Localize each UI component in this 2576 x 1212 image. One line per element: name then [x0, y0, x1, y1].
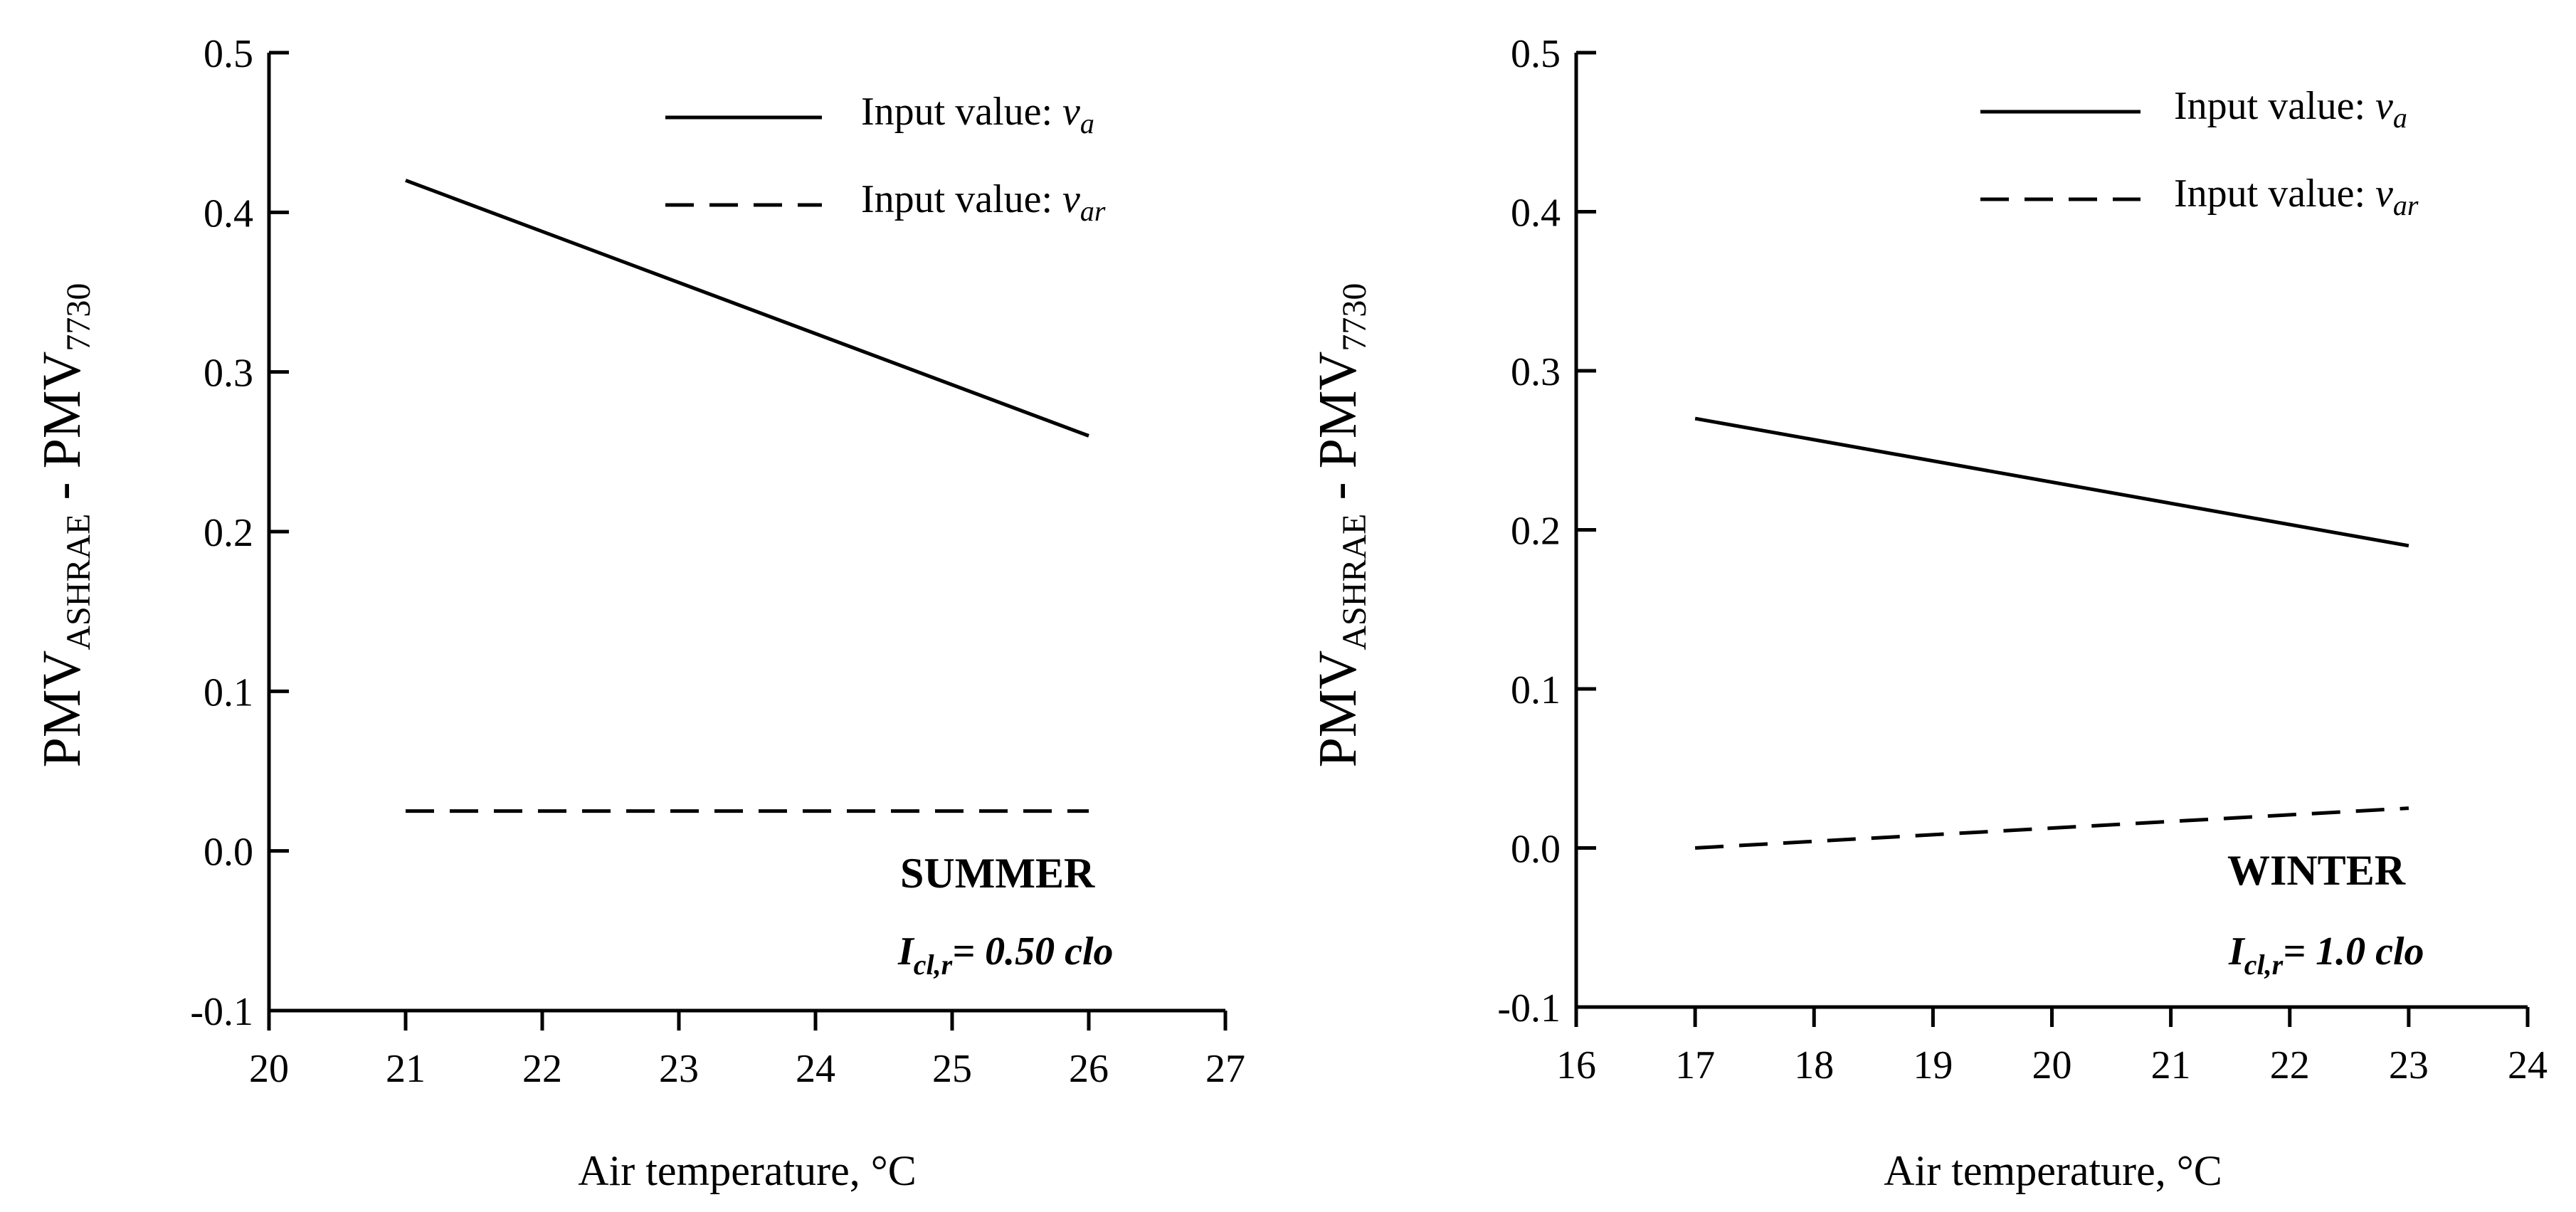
y-ticks: -0.1 0.0 0.1 0.2 0.3 0.4 0.5	[190, 32, 289, 1034]
y-axis-label: PMVASHRAE - PMV7730	[1308, 283, 1373, 768]
x-tick-label: 24	[2508, 1043, 2548, 1087]
x-axis-label: Air temperature, °C	[1884, 1147, 2222, 1194]
y-tick-label: 0.0	[1511, 828, 1561, 872]
chart-panel-summer: PMVASHRAE - PMV7730 -0.1 0.0 0.1 0.2 0.3 0.4 0…	[32, 32, 1245, 1194]
legend-label-va: Input value: va	[2174, 84, 2407, 134]
y-tick-label: 0.5	[1511, 32, 1561, 76]
x-tick-label: 24	[796, 1047, 835, 1091]
x-tick-label: 17	[1675, 1043, 1715, 1087]
x-tick-label: 16	[1556, 1043, 1596, 1087]
x-tick-label: 20	[2032, 1043, 2072, 1087]
x-axis-label: Air temperature, °C	[578, 1147, 917, 1194]
series-line-va	[405, 179, 1089, 438]
legend-label-va: Input value: va	[861, 90, 1094, 139]
x-tick-label: 23	[659, 1047, 699, 1091]
clothing-annotation: Icl,r= 0.50 clo	[897, 929, 1114, 981]
y-tick-label: 0.1	[204, 670, 253, 715]
series-line-va	[1694, 416, 2409, 548]
y-tick-label: 0.4	[1511, 191, 1561, 236]
legend: Input value: va Input value: var	[665, 90, 1106, 227]
x-tick-label: 27	[1205, 1047, 1245, 1091]
y-tick-label: -0.1	[1497, 986, 1561, 1031]
chart-panel-winter: PMVASHRAE - PMV7730 -0.1 0.0 0.1 0.2 0.3 0.4 0…	[1308, 32, 2548, 1194]
x-ticks: 16 17 18 19 20 21 22 23 24	[1556, 1007, 2548, 1087]
series-line-var	[1694, 806, 2409, 850]
y-tick-label: 0.3	[204, 352, 253, 396]
x-tick-label: 22	[522, 1047, 562, 1091]
legend-label-var: Input value: var	[2174, 172, 2419, 221]
x-tick-label: 19	[1913, 1043, 1953, 1087]
y-tick-label: 0.3	[1511, 350, 1561, 394]
y-tick-label: 0.5	[204, 32, 253, 76]
x-tick-label: 20	[249, 1047, 289, 1091]
y-tick-label: 0.1	[1511, 668, 1561, 712]
x-tick-label: 18	[1794, 1043, 1834, 1087]
x-tick-label: 21	[2151, 1043, 2191, 1087]
y-axis-label: PMVASHRAE - PMV7730	[32, 283, 97, 768]
legend: Input value: va Input value: var	[1980, 84, 2419, 221]
y-tick-label: 0.0	[204, 831, 253, 875]
clothing-annotation: Icl,r= 1.0 clo	[2228, 929, 2424, 981]
y-tick-label: -0.1	[190, 990, 253, 1034]
x-tick-label: 25	[932, 1047, 972, 1091]
season-label: WINTER	[2227, 847, 2406, 894]
y-tick-label: 0.2	[1511, 510, 1561, 554]
x-tick-label: 23	[2389, 1043, 2429, 1087]
y-tick-label: 0.4	[204, 191, 253, 236]
x-ticks: 20 21 22 23 24 25 26 27	[249, 1011, 1245, 1091]
y-ticks: -0.1 0.0 0.1 0.2 0.3 0.4 0.5	[1497, 32, 1596, 1031]
x-tick-label: 22	[2270, 1043, 2310, 1087]
legend-label-var: Input value: var	[861, 177, 1106, 227]
x-tick-label: 21	[386, 1047, 426, 1091]
season-label: SUMMER	[900, 850, 1095, 897]
y-tick-label: 0.2	[204, 511, 253, 555]
x-tick-label: 26	[1069, 1047, 1109, 1091]
